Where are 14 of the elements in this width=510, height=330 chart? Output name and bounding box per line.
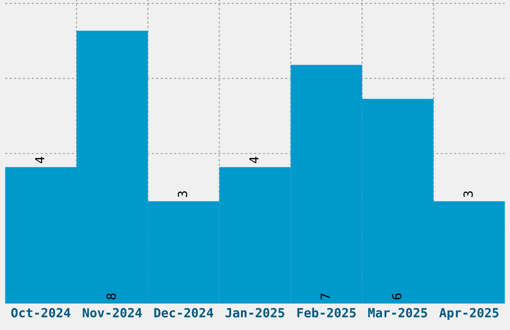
- x-tick-label: Jan-2025: [226, 308, 284, 318]
- data-label: 3: [463, 191, 473, 198]
- data-label: 4: [35, 156, 44, 164]
- x-tick-label: Apr-2025: [439, 308, 498, 320]
- x-tick-label: Mar-2025: [368, 308, 428, 318]
- x-tick-label: Nov-2024: [82, 308, 142, 318]
- data-label: 4: [249, 156, 258, 164]
- data-label: 7: [320, 294, 330, 300]
- data-label: 3: [178, 191, 188, 198]
- x-tick-label: Dec-2024: [154, 308, 214, 318]
- data-label: 6: [392, 293, 402, 300]
- x-tick-label: Oct-2024: [11, 308, 70, 318]
- x-tick-label: Feb-2025: [297, 308, 356, 318]
- data-label: 8: [106, 293, 116, 300]
